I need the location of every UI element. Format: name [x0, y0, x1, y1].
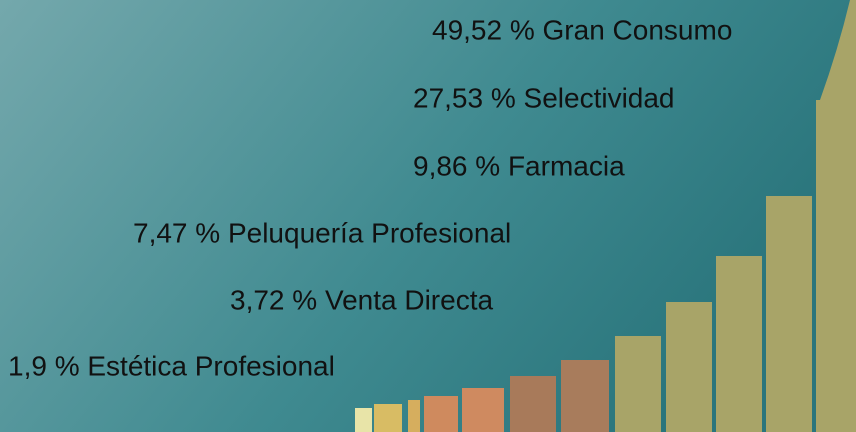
- item-label: 49,52 % Gran Consumo: [432, 14, 732, 45]
- bar: [510, 376, 556, 432]
- bar: [374, 404, 402, 432]
- bar: [666, 302, 712, 432]
- decorative-bars: [355, 0, 856, 432]
- bar: [716, 256, 762, 432]
- item-label: 9,86 % Farmacia: [413, 150, 625, 181]
- bar: [615, 336, 661, 432]
- bar: [462, 388, 504, 432]
- bar: [355, 408, 372, 432]
- item-label: 27,53 % Selectividad: [413, 82, 675, 113]
- bar-top: [820, 0, 856, 100]
- bar: [766, 196, 812, 432]
- item-label: 3,72 % Venta Directa: [230, 284, 493, 315]
- bar: [408, 400, 420, 432]
- bar: [424, 396, 458, 432]
- item-label: 7,47 % Peluquería Profesional: [133, 217, 511, 248]
- item-label: 1,9 % Estética Profesional: [8, 350, 335, 381]
- bar: [561, 360, 609, 432]
- bar: [816, 100, 856, 432]
